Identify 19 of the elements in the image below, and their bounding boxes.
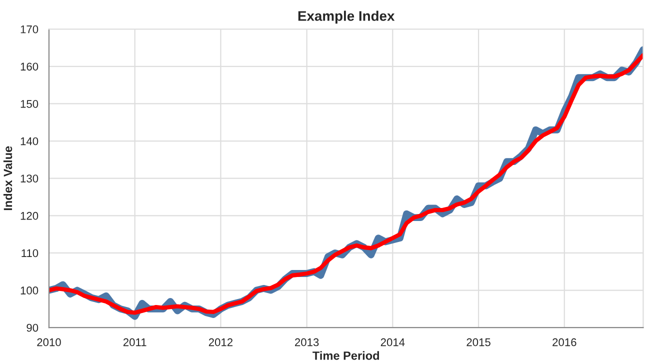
x-tick-label: 2015 — [466, 338, 490, 346]
y-tick-label: 170 — [20, 25, 38, 34]
y-tick-label: 130 — [20, 174, 38, 182]
x-axis-title: Time Period — [312, 351, 379, 360]
x-tick-label: 2016 — [552, 338, 576, 346]
x-tick-label: 2011 — [123, 338, 146, 346]
x-tick-label: 2012 — [208, 338, 233, 346]
y-tick-label: 120 — [20, 212, 38, 220]
y-tick-label: 150 — [20, 100, 38, 108]
y-tick-label: 140 — [20, 137, 38, 146]
x-tick-label: 2014 — [380, 338, 405, 346]
x-tick-label: 2010 — [37, 338, 61, 346]
y-axis-title: Index Value — [3, 146, 12, 210]
chart-title: Example Index — [298, 10, 395, 24]
y-tick-label: 90 — [26, 324, 38, 332]
y-tick-label: 110 — [22, 249, 38, 258]
y-tick-label: 160 — [20, 62, 38, 71]
x-tick-label: 2013 — [295, 338, 319, 346]
y-tick-label: 100 — [20, 286, 38, 294]
